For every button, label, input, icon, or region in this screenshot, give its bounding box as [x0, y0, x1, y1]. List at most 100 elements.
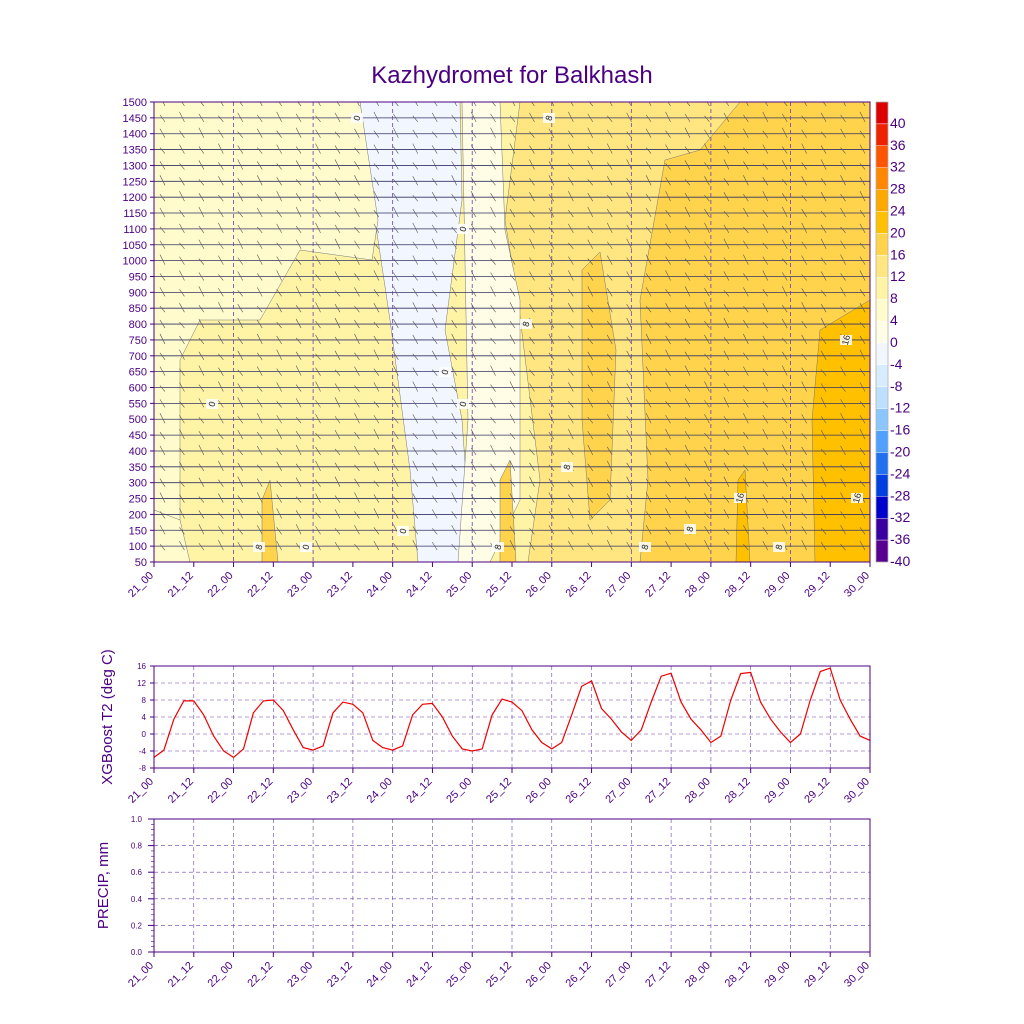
- wind-barb: [762, 527, 769, 535]
- wind-barb: [373, 242, 380, 249]
- pr-x-tick-label: 29_12: [802, 960, 832, 990]
- wind-barb: [276, 494, 282, 503]
- wind-barb: [276, 428, 282, 440]
- wind-barb: [606, 432, 613, 440]
- main-y-tick-label: 850: [129, 303, 147, 315]
- wind-barb: [451, 366, 457, 376]
- pr-x-tick-label: 21_00: [126, 960, 156, 990]
- wind-barb: [840, 175, 846, 186]
- wind-barb: [431, 178, 438, 186]
- wind-barb: [529, 462, 535, 471]
- wind-barb: [198, 417, 205, 424]
- wind-barb: [373, 321, 380, 329]
- wind-barb: [490, 225, 496, 234]
- wind-barb: [529, 528, 535, 535]
- wind-barb: [237, 416, 244, 424]
- wind-barb: [781, 463, 788, 472]
- wind-barb: [179, 428, 185, 440]
- wind-barb: [315, 479, 321, 487]
- wind-barb: [295, 146, 302, 154]
- main-x-tick-label: 24_12: [404, 570, 434, 600]
- wind-barb: [704, 400, 710, 408]
- wind-barb: [295, 286, 302, 297]
- wind-barb: [179, 130, 185, 138]
- wind-barb: [295, 305, 302, 313]
- wind-barb: [198, 444, 205, 456]
- wind-barb: [723, 509, 730, 519]
- wind-barb: [762, 191, 769, 202]
- contour-label: 8: [562, 463, 573, 470]
- wind-barb: [315, 274, 321, 281]
- wind-barb: [704, 493, 710, 503]
- main-y-tick-label: 1050: [123, 240, 147, 252]
- wind-barb: [276, 415, 282, 424]
- wind-barb: [431, 383, 438, 392]
- main-x-tick-label: 23_00: [285, 570, 315, 600]
- wind-barb: [295, 398, 302, 408]
- wind-barb: [218, 512, 224, 519]
- wind-barb: [665, 428, 671, 440]
- wind-barb: [431, 336, 438, 345]
- wind-barb: [256, 399, 263, 408]
- wind-barb: [159, 543, 166, 551]
- wind-barb: [529, 429, 535, 440]
- wind-barb: [684, 496, 691, 503]
- wind-barb: [334, 224, 341, 234]
- main-x-tick-label: 23_12: [325, 570, 355, 600]
- wind-barb: [256, 464, 263, 472]
- wind-barb: [840, 161, 846, 170]
- main-x-tick-label: 26_12: [564, 570, 594, 600]
- wind-barb: [529, 416, 535, 424]
- wind-barb: [684, 463, 691, 472]
- t2-x-tick-label: 21_12: [166, 776, 196, 806]
- wind-barb: [470, 289, 477, 297]
- wind-barb: [743, 306, 749, 313]
- wind-barb: [198, 239, 205, 249]
- wind-barb: [159, 287, 166, 297]
- wind-barb: [470, 209, 477, 218]
- wind-barb: [431, 462, 438, 471]
- pr-x-tick-label: 27_12: [643, 960, 673, 990]
- wind-barb: [606, 222, 613, 234]
- wind-barb: [665, 401, 671, 408]
- pr-y-tick-label: 1.0: [131, 815, 143, 824]
- main-y-tick-label: 1450: [123, 113, 147, 125]
- wind-barb: [606, 540, 613, 551]
- wind-barb: [568, 256, 574, 265]
- wind-barb: [412, 512, 419, 519]
- wind-barb: [451, 492, 457, 503]
- wind-barb: [587, 477, 594, 487]
- wind-barb: [704, 320, 710, 329]
- wind-barb: [859, 527, 866, 535]
- wind-barb: [859, 256, 866, 265]
- colorbar-swatch: [875, 167, 889, 190]
- wind-barb: [198, 258, 205, 265]
- wind-barb: [684, 113, 691, 123]
- wind-barb: [315, 129, 321, 138]
- wind-barb: [840, 193, 846, 202]
- wind-barb: [218, 460, 224, 471]
- wind-barb: [490, 286, 496, 297]
- wind-barb: [568, 303, 574, 313]
- wind-barb: [315, 493, 321, 503]
- wind-barb: [762, 540, 769, 551]
- pr-x-tick-label: 23_00: [285, 960, 315, 990]
- wind-barb: [781, 206, 788, 218]
- wind-barb: [315, 512, 321, 519]
- wind-barb: [315, 162, 321, 170]
- wind-barb: [198, 477, 205, 487]
- wind-barb: [159, 366, 166, 376]
- t2-x-tick-label: 23_12: [325, 776, 355, 806]
- wind-barb: [179, 191, 185, 202]
- wind-barb: [840, 147, 846, 154]
- wind-barb: [820, 112, 827, 123]
- wind-barb: [276, 527, 282, 535]
- t2-x-tick-label: 29_00: [762, 776, 792, 806]
- wind-barb: [451, 240, 457, 249]
- wind-barb: [704, 414, 710, 424]
- wind-barb: [840, 207, 846, 218]
- wind-barb: [529, 271, 535, 281]
- wind-barb: [334, 271, 341, 281]
- wind-barb: [665, 177, 671, 186]
- wind-barb: [704, 274, 710, 281]
